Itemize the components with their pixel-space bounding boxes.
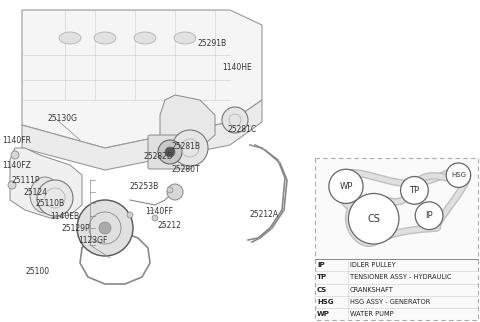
Text: 25129P: 25129P	[62, 223, 91, 232]
Text: IP: IP	[425, 211, 433, 220]
Circle shape	[348, 194, 399, 244]
Text: 25280T: 25280T	[172, 165, 201, 174]
Text: 25281C: 25281C	[228, 125, 257, 134]
Text: 25253B: 25253B	[130, 182, 159, 191]
Circle shape	[127, 212, 133, 218]
Ellipse shape	[134, 32, 156, 44]
Circle shape	[401, 176, 428, 204]
Text: 25291B: 25291B	[198, 39, 227, 48]
Circle shape	[172, 130, 208, 166]
Text: TP: TP	[317, 274, 327, 280]
Text: CRANKSHAFT: CRANKSHAFT	[349, 287, 394, 293]
Text: 25282D: 25282D	[144, 151, 174, 160]
Text: 1140FZ: 1140FZ	[2, 160, 31, 169]
Text: TP: TP	[409, 186, 420, 195]
Text: HSG ASSY - GENERATOR: HSG ASSY - GENERATOR	[349, 299, 430, 305]
FancyBboxPatch shape	[148, 135, 192, 169]
Circle shape	[167, 187, 173, 193]
Text: 25110B: 25110B	[36, 198, 65, 207]
Circle shape	[329, 169, 363, 204]
Polygon shape	[22, 10, 262, 148]
FancyBboxPatch shape	[315, 158, 478, 320]
Text: 1140EB: 1140EB	[50, 212, 79, 221]
Text: TENSIONER ASSY - HYDRAULIC: TENSIONER ASSY - HYDRAULIC	[349, 274, 451, 280]
Ellipse shape	[30, 177, 60, 213]
Circle shape	[152, 215, 158, 221]
Text: 25124: 25124	[24, 187, 48, 196]
Circle shape	[99, 222, 111, 234]
Text: 1140HE: 1140HE	[222, 62, 252, 71]
Text: CS: CS	[367, 214, 380, 224]
Circle shape	[167, 184, 183, 200]
Text: CS: CS	[317, 287, 327, 293]
Polygon shape	[10, 148, 82, 218]
Text: HSG: HSG	[451, 172, 466, 178]
Circle shape	[8, 181, 16, 189]
Text: WP: WP	[339, 182, 353, 191]
Circle shape	[37, 180, 73, 216]
Circle shape	[165, 147, 175, 157]
Text: 1140FR: 1140FR	[2, 136, 31, 145]
Polygon shape	[22, 100, 262, 170]
Ellipse shape	[94, 32, 116, 44]
Text: 25130G: 25130G	[48, 113, 78, 122]
Text: 25100: 25100	[26, 268, 50, 277]
Text: 1123GF: 1123GF	[78, 235, 108, 244]
Circle shape	[415, 202, 443, 230]
Circle shape	[222, 107, 248, 133]
Text: IP: IP	[317, 262, 324, 268]
Text: WATER PUMP: WATER PUMP	[349, 311, 393, 317]
Circle shape	[446, 163, 471, 187]
Text: 25212A: 25212A	[250, 210, 279, 219]
Circle shape	[158, 140, 182, 164]
Text: 25212: 25212	[158, 221, 182, 230]
Ellipse shape	[59, 32, 81, 44]
Text: 25111P: 25111P	[12, 175, 40, 185]
Ellipse shape	[174, 32, 196, 44]
Text: HSG: HSG	[317, 299, 334, 305]
Circle shape	[11, 151, 19, 159]
Text: 25281B: 25281B	[172, 141, 201, 150]
Text: 1140FF: 1140FF	[145, 206, 173, 215]
Polygon shape	[160, 95, 215, 148]
Text: WP: WP	[317, 311, 330, 317]
Text: IDLER PULLEY: IDLER PULLEY	[349, 262, 396, 268]
Circle shape	[77, 200, 133, 256]
